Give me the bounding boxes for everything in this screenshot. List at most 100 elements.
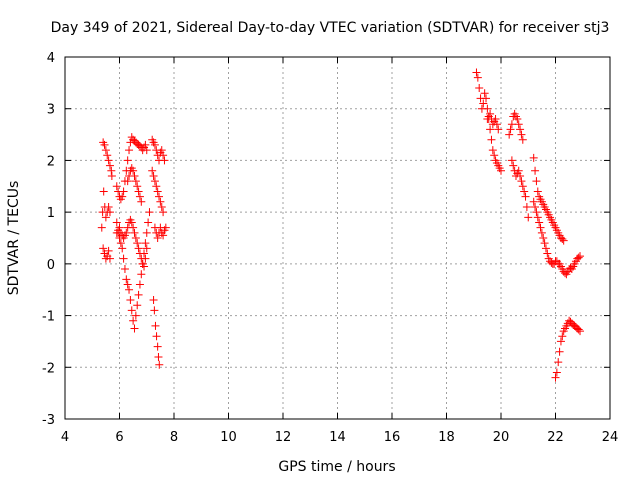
data-point [125, 285, 134, 294]
data-point [99, 187, 108, 196]
data-point [554, 358, 563, 367]
data-point [119, 254, 128, 263]
data-point [122, 275, 131, 284]
data-point [141, 254, 150, 263]
data-point [134, 187, 143, 196]
points-layer [97, 68, 585, 382]
data-point [522, 202, 531, 211]
data-point [541, 244, 550, 253]
data-point [131, 234, 140, 242]
data-point [144, 218, 153, 227]
data-point [118, 244, 127, 253]
series-track-17 [529, 197, 585, 279]
data-point [492, 120, 501, 129]
data-point [479, 99, 488, 108]
data-point [130, 324, 139, 333]
data-point [161, 223, 170, 232]
data-point [152, 332, 161, 341]
data-point [488, 146, 497, 155]
x-tick-label: 18 [438, 430, 455, 445]
data-point [149, 296, 158, 305]
data-point [115, 223, 124, 232]
data-point [155, 360, 164, 369]
series-track-12 [472, 68, 505, 175]
data-point [576, 327, 585, 336]
series-track-9 [148, 166, 168, 217]
data-point [153, 187, 162, 196]
data-point [507, 156, 516, 165]
data-point [574, 253, 583, 262]
data-point [551, 373, 560, 382]
grid-layer [65, 57, 610, 419]
data-point [150, 140, 159, 149]
y-axis-label: SDTVAR / TECUs [6, 181, 22, 296]
data-point [555, 347, 564, 356]
data-point [122, 228, 131, 237]
x-tick-label: 14 [329, 430, 346, 445]
data-point [135, 280, 144, 289]
data-point [149, 171, 158, 180]
data-point [142, 146, 151, 155]
data-point [127, 306, 136, 315]
y-tick-label: 4 [47, 51, 55, 66]
data-point [517, 130, 526, 139]
data-point [100, 140, 109, 149]
data-point [480, 89, 489, 98]
x-axis-label: GPS time / hours [278, 459, 395, 475]
data-point [105, 208, 114, 217]
data-point [539, 234, 548, 242]
data-point [129, 316, 138, 325]
data-point [533, 213, 542, 222]
data-point [506, 125, 515, 134]
data-point [483, 104, 492, 113]
data-point [129, 223, 138, 232]
data-point [127, 218, 136, 227]
series-track-8 [148, 135, 169, 165]
data-point [130, 171, 139, 180]
data-point [134, 290, 143, 299]
data-point [133, 301, 142, 310]
data-point [156, 197, 165, 206]
data-point [103, 151, 112, 160]
data-point [543, 249, 552, 258]
data-point [517, 177, 526, 186]
data-point [490, 151, 499, 160]
data-point [497, 166, 505, 175]
series-track-14 [505, 109, 527, 144]
data-point [120, 265, 129, 274]
data-point [107, 171, 116, 180]
x-tick-label: 24 [602, 430, 619, 445]
data-point [154, 352, 163, 361]
data-point [486, 109, 495, 118]
x-tick-label: 10 [220, 430, 237, 445]
y-tick-label: 3 [47, 103, 55, 118]
data-point [105, 161, 114, 170]
y-tick-label: 1 [47, 206, 55, 221]
data-point [520, 187, 529, 196]
data-point [491, 115, 500, 124]
data-point [516, 171, 525, 180]
data-point [125, 146, 134, 155]
data-point [486, 125, 495, 134]
data-point [513, 115, 522, 124]
series-track-3 [99, 244, 114, 263]
data-point [101, 146, 110, 155]
data-point [151, 321, 160, 330]
series-track-2 [97, 187, 114, 232]
data-point [112, 218, 121, 227]
y-tick-label: -2 [42, 361, 55, 376]
data-point [518, 135, 527, 144]
data-point [531, 166, 540, 175]
data-point [142, 228, 151, 237]
series-track-7 [123, 164, 146, 206]
series-track-15 [507, 156, 533, 222]
data-point [556, 337, 565, 346]
data-point [524, 213, 533, 222]
x-tick-label: 20 [493, 430, 510, 445]
data-point [532, 177, 541, 186]
data-point [576, 252, 585, 261]
data-point [157, 146, 166, 155]
data-point [487, 135, 496, 144]
data-point [159, 151, 168, 160]
